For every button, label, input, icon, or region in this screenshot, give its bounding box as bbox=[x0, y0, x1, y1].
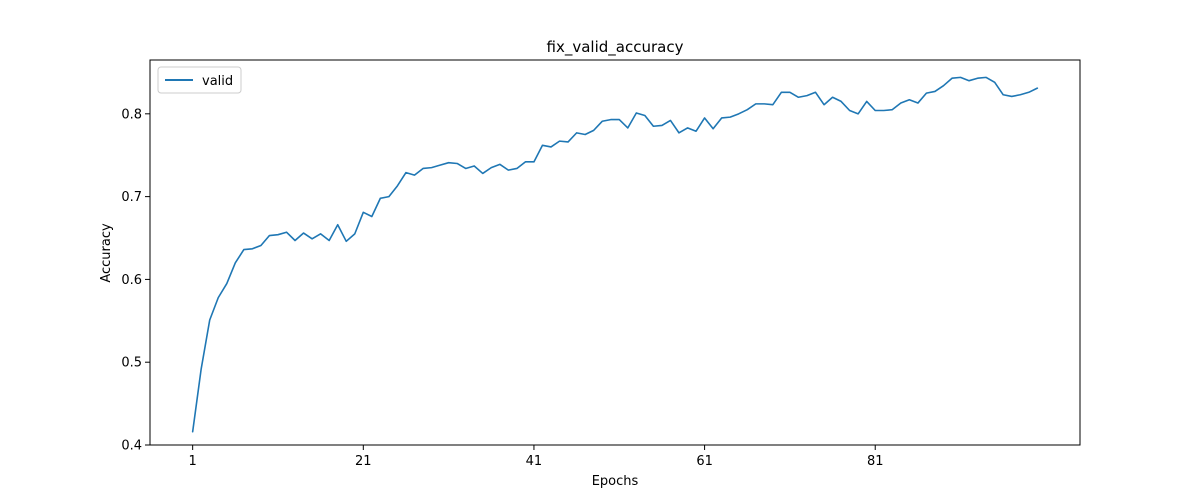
x-axis: 1 21 41 61 81 bbox=[189, 445, 884, 469]
y-tick-label: 0.7 bbox=[121, 190, 142, 205]
x-tick-label: 61 bbox=[696, 454, 713, 469]
legend: valid bbox=[157, 66, 242, 94]
x-tick-label: 81 bbox=[867, 454, 884, 469]
plot-area: 1 21 41 61 81 0.4 0.5 0.6 0.7 0.8 bbox=[121, 59, 1081, 469]
y-axis: 0.4 0.5 0.6 0.7 0.8 bbox=[121, 107, 150, 454]
legend-entry-valid: valid bbox=[202, 74, 233, 89]
y-axis-label: Accuracy bbox=[99, 223, 114, 283]
series-line-valid bbox=[191, 76, 1039, 433]
y-tick-label: 0.8 bbox=[121, 107, 142, 122]
plot-frame bbox=[149, 59, 1081, 446]
y-tick-label: 0.6 bbox=[121, 273, 142, 288]
series-layer bbox=[191, 76, 1039, 433]
legend-box bbox=[157, 66, 242, 94]
x-axis-label: Epochs bbox=[592, 474, 639, 489]
y-tick-label: 0.4 bbox=[121, 439, 142, 454]
chart-title: fix_valid_accuracy bbox=[547, 38, 684, 57]
x-tick-label: 41 bbox=[526, 454, 543, 469]
x-tick-label: 1 bbox=[189, 454, 197, 469]
y-tick-label: 0.5 bbox=[121, 356, 142, 371]
x-tick-label: 21 bbox=[355, 454, 372, 469]
